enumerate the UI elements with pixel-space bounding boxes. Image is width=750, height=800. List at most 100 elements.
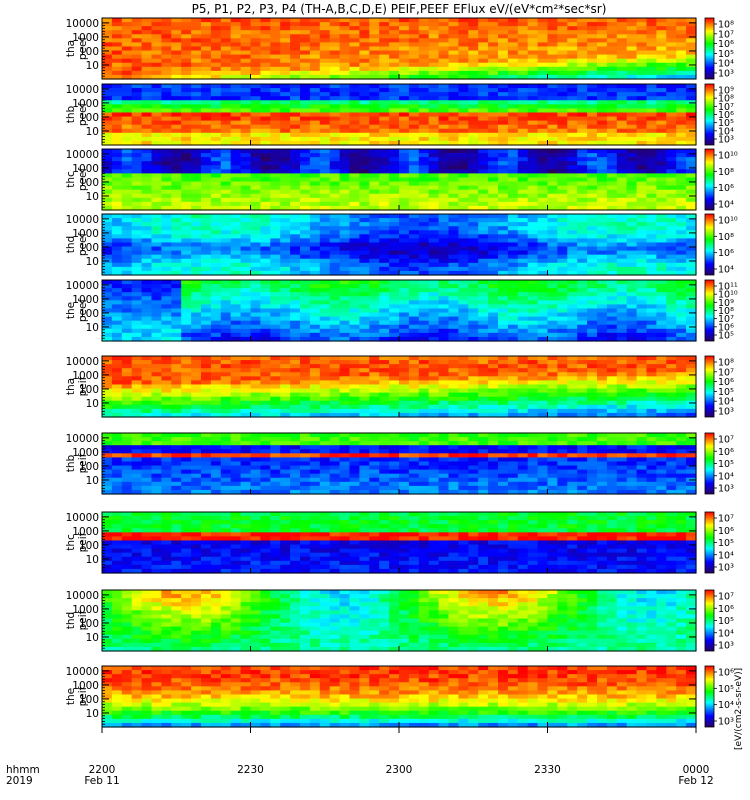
spectrogram-bin — [369, 92, 380, 97]
spectrogram-bin — [319, 112, 331, 118]
spectrogram-bin — [428, 238, 440, 244]
spectrogram-bin — [171, 46, 182, 52]
spectrogram-bin — [319, 169, 331, 174]
spectrogram-bin — [428, 222, 440, 227]
spectrogram-bin — [141, 226, 153, 231]
spectrogram-bin — [666, 304, 677, 310]
spectrogram-bin — [656, 84, 667, 89]
spectrogram-bin — [201, 316, 212, 322]
spectrogram-bin — [339, 197, 351, 203]
spectrogram-bin — [577, 92, 588, 97]
spectrogram-bin — [636, 18, 648, 23]
spectrogram-bin — [597, 284, 608, 289]
spectrogram-bin — [181, 304, 192, 310]
spectrogram-bin — [646, 26, 657, 31]
spectrogram-bin — [280, 270, 291, 276]
spectrogram-bin — [329, 132, 341, 138]
spectrogram-bin — [507, 201, 519, 207]
spectrogram-bin — [438, 108, 450, 114]
spectrogram-bin — [339, 296, 351, 301]
spectrogram-bin — [379, 161, 390, 166]
spectrogram-bin — [260, 226, 271, 231]
spectrogram-bin — [111, 116, 123, 122]
spectrogram-bin — [448, 218, 459, 223]
spectrogram-bin — [537, 116, 549, 122]
spectrogram-bin — [359, 173, 370, 179]
colorbar-tick-label: 10⁴ — [718, 59, 734, 70]
spectrogram-bin — [428, 136, 440, 142]
spectrogram-bin — [478, 181, 489, 187]
spectrogram-bin — [517, 22, 529, 27]
spectrogram-bin — [201, 332, 212, 338]
spectrogram-bin — [567, 74, 578, 80]
spectrogram-bin — [201, 157, 212, 162]
spectrogram-bin — [458, 92, 469, 97]
spectrogram-bin — [478, 173, 489, 179]
spectrogram-bin — [626, 230, 638, 235]
spectrogram-bin — [468, 96, 479, 101]
spectrogram-bin — [438, 296, 450, 301]
spectrogram-bin — [379, 300, 390, 305]
spectrogram-bin — [408, 92, 420, 97]
spectrogram-bin — [557, 18, 568, 23]
spectrogram-bin — [656, 161, 667, 166]
spectrogram-bin — [488, 74, 499, 80]
spectrogram-bin — [121, 356, 133, 361]
spectrogram-bin — [379, 58, 390, 64]
spectrogram-bin — [577, 42, 588, 48]
spectrogram-bin — [597, 262, 608, 268]
spectrogram-bin — [537, 185, 549, 191]
spectrogram-bin — [379, 288, 390, 293]
spectrogram-bin — [121, 280, 133, 285]
spectrogram-bin — [201, 96, 212, 101]
spectrogram-bin — [260, 92, 271, 97]
spectrogram-bin — [448, 140, 459, 146]
spectrogram-bin — [230, 108, 242, 114]
spectrogram-bin — [577, 258, 588, 264]
spectrogram-bin — [507, 312, 519, 318]
spectrogram-bin — [616, 38, 628, 43]
spectrogram-bin — [250, 193, 261, 199]
spectrogram-bin — [478, 128, 489, 134]
spectrogram-bin — [230, 153, 242, 158]
spectrogram-bin — [686, 157, 697, 162]
spectrogram-bin — [488, 238, 499, 244]
spectrogram-bin — [161, 18, 172, 23]
spectrogram-bin — [527, 324, 539, 330]
spectrogram-bin — [547, 116, 558, 122]
spectrogram-bin — [201, 18, 212, 23]
spectrogram-bin — [676, 238, 687, 244]
spectrogram-bin — [478, 62, 489, 68]
spectrogram-bin — [399, 292, 410, 297]
spectrogram-bin — [191, 336, 202, 342]
spectrogram-bin — [418, 132, 430, 138]
spectrogram-bin — [131, 181, 143, 187]
spectrogram-bin — [181, 360, 192, 365]
spectrogram-bin — [161, 266, 172, 272]
spectrogram-bin — [636, 108, 648, 114]
spectrogram-bin — [399, 104, 410, 109]
spectrogram-bin — [636, 205, 648, 211]
spectrogram-bin — [300, 157, 311, 162]
spectrogram-bin — [369, 296, 380, 301]
spectrogram-bin — [230, 304, 242, 310]
spectrogram-bin — [389, 50, 400, 56]
spectrogram-bin — [438, 226, 450, 231]
spectrogram-bin — [280, 100, 291, 105]
spectrogram-bin — [636, 320, 648, 326]
spectrogram-bin — [646, 42, 657, 48]
spectrogram-bin — [577, 132, 588, 138]
spectrogram-bin — [557, 58, 568, 64]
spectrogram-bin — [646, 161, 657, 166]
spectrogram-bin — [547, 30, 558, 35]
spectrogram-bin — [359, 34, 370, 39]
spectrogram-bin — [181, 58, 192, 64]
spectrogram-bin — [636, 66, 648, 72]
spectrogram-bin — [478, 50, 489, 56]
spectrogram-bin — [300, 304, 311, 310]
spectrogram-bin — [597, 193, 608, 199]
spectrogram-bin — [280, 46, 291, 52]
spectrogram-bin — [389, 108, 400, 114]
spectrogram-bin — [448, 42, 459, 48]
spectrogram-bin — [389, 324, 400, 330]
